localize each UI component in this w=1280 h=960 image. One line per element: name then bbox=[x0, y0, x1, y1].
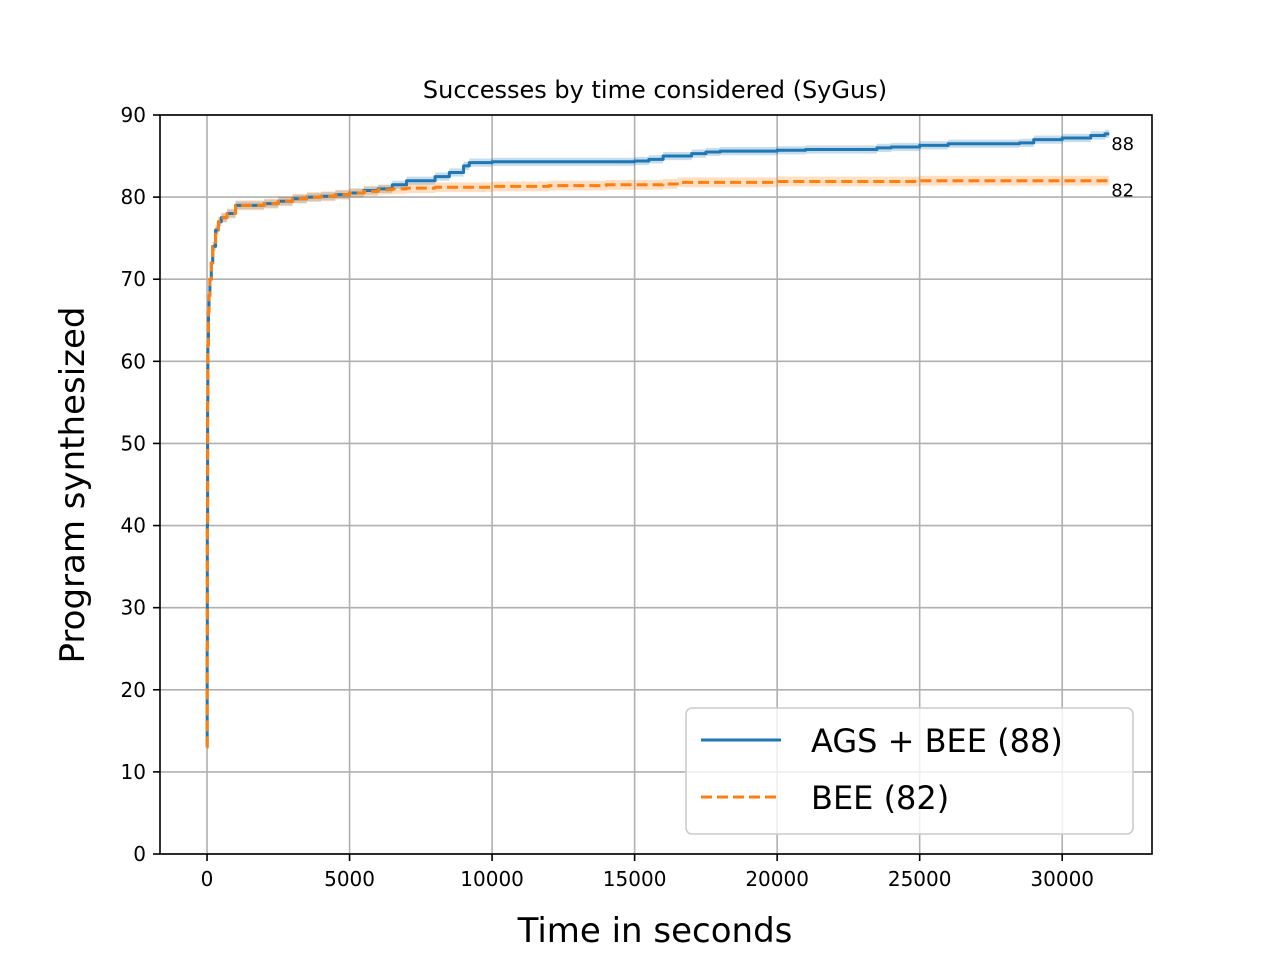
x-axis-label: Time in seconds bbox=[517, 911, 793, 951]
chart-title: Successes by time considered (SyGus) bbox=[423, 76, 887, 104]
y-tick-label: 70 bbox=[121, 267, 146, 291]
y-tick-label: 90 bbox=[121, 103, 146, 127]
y-tick-label: 20 bbox=[121, 678, 146, 702]
y-tick-label: 50 bbox=[121, 431, 146, 455]
x-tick-label: 0 bbox=[201, 867, 214, 891]
legend-box bbox=[685, 707, 1134, 835]
end-labels: 88 82 bbox=[1111, 134, 1134, 202]
y-tick-label: 10 bbox=[121, 760, 146, 784]
y-tick-label: 80 bbox=[121, 185, 146, 209]
y-tick-label: 0 bbox=[133, 842, 146, 866]
x-tick-label: 5000 bbox=[324, 867, 375, 891]
y-tick-label: 60 bbox=[121, 349, 146, 373]
legend: AGS + BEE (88) BEE (82) bbox=[685, 707, 1134, 835]
plot-frame bbox=[159, 114, 1153, 855]
y-tick-label: 40 bbox=[121, 514, 146, 538]
x-tick-label: 15000 bbox=[603, 867, 667, 891]
x-tick-label: 10000 bbox=[460, 867, 524, 891]
plot-frame-rect bbox=[159, 114, 1153, 855]
x-tick-label: 25000 bbox=[888, 867, 952, 891]
x-tick-label: 20000 bbox=[745, 867, 809, 891]
series-line-1 bbox=[205, 179, 1110, 749]
series-layer bbox=[205, 132, 1110, 749]
ticks-layer: 0 5000 10000 15000 20000 25000 30000 0 10 20 30 40 5… bbox=[121, 103, 1094, 891]
legend-label-ags-bee: AGS + BEE (88) bbox=[811, 722, 1063, 760]
legend-label-bee: BEE (82) bbox=[811, 779, 949, 817]
y-tick-label: 30 bbox=[121, 596, 146, 620]
y-axis-label: Program synthesized bbox=[53, 307, 93, 664]
series-end-label-0: 88 bbox=[1111, 134, 1134, 155]
series-end-label-1: 82 bbox=[1111, 181, 1134, 202]
x-tick-label: 30000 bbox=[1030, 867, 1094, 891]
